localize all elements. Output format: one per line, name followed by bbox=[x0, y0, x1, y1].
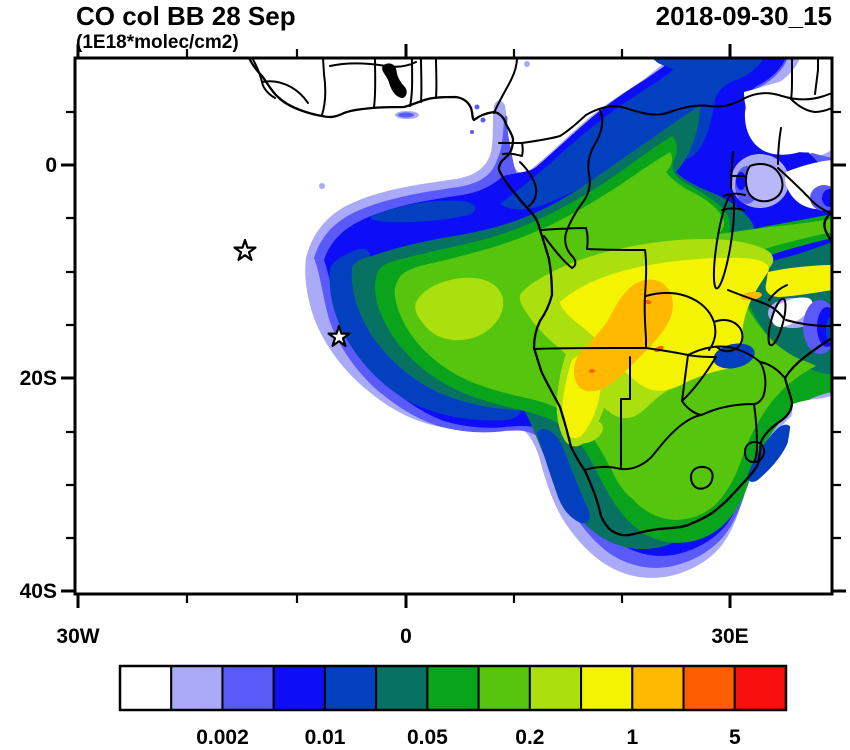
colorbar-label-001: 0.01 bbox=[305, 726, 346, 749]
contour-orange-speck bbox=[740, 291, 762, 301]
colorbar-label-1: 1 bbox=[627, 726, 639, 749]
colorbar-label-5: 5 bbox=[729, 726, 741, 749]
minor-ticks bbox=[66, 49, 841, 603]
colorbar-cell bbox=[426, 665, 480, 711]
white-pocket-gabon bbox=[507, 85, 596, 168]
units-subtitle: (1E18*molec/cm2) bbox=[76, 32, 239, 53]
cameroon-dot-2 bbox=[480, 117, 486, 123]
lake-volta bbox=[382, 63, 407, 98]
colorbar-cell bbox=[477, 665, 531, 711]
contour-bright-green-sa bbox=[606, 427, 704, 507]
contour-navy-southwest-rim bbox=[329, 248, 522, 421]
x-tick-label-0: 0 bbox=[400, 625, 412, 648]
timestamp-label: 2018-09-30_15 bbox=[656, 1, 832, 31]
major-ticks bbox=[61, 44, 846, 608]
northwest-dot bbox=[319, 183, 325, 189]
contour-red-speck-3 bbox=[589, 369, 595, 373]
y-tick-label-40s: 40S bbox=[20, 580, 57, 603]
coastline-east-sliver bbox=[823, 210, 832, 243]
top-center-dot bbox=[524, 61, 530, 67]
colorbar-cells bbox=[119, 665, 788, 711]
colorbar-label-0002: 0.002 bbox=[196, 726, 249, 749]
contour-yellowgreen-ocean bbox=[415, 277, 504, 341]
x-tick-label-30e: 30E bbox=[711, 625, 748, 648]
colorbar-cell bbox=[528, 665, 583, 711]
colorbar-cell bbox=[170, 665, 224, 711]
star-marker-sthelena bbox=[327, 324, 351, 347]
star-markers bbox=[233, 238, 351, 347]
y-tick-label-0: 0 bbox=[45, 154, 57, 177]
lesotho-border bbox=[690, 465, 714, 490]
x-tick-label-30w: 30W bbox=[56, 625, 99, 648]
navy-zimbabwe-blob bbox=[713, 343, 755, 369]
contour-orange bbox=[573, 279, 673, 392]
colorbar-label-02: 0.2 bbox=[515, 726, 544, 749]
navy-mozambique-coast-band bbox=[747, 424, 792, 482]
lake-malawi bbox=[767, 297, 787, 347]
colorbar-cell bbox=[119, 665, 173, 711]
contour-navy-streak bbox=[371, 200, 476, 223]
white-pocket-kenya bbox=[744, 58, 832, 153]
country-borders bbox=[251, 58, 832, 471]
star-marker-ascension bbox=[233, 238, 257, 261]
colorbar-cell bbox=[682, 665, 736, 711]
cameroon-dot-3 bbox=[470, 130, 474, 134]
page-title: CO col BB 28 Sep bbox=[76, 1, 296, 31]
contour-red-speck-2 bbox=[644, 299, 652, 305]
colorbar-cell bbox=[323, 665, 378, 711]
white-wedge-mozambique bbox=[771, 297, 813, 327]
white-pocket-mozambique-coast bbox=[785, 398, 832, 461]
colorbar-cell bbox=[375, 665, 429, 711]
colorbar-label-005: 0.05 bbox=[407, 726, 448, 749]
victoria-halo-blue bbox=[736, 172, 746, 190]
contour-yellow-east-streak bbox=[765, 265, 832, 297]
lake-tanganyika bbox=[712, 194, 736, 290]
colorbar-cell bbox=[272, 665, 326, 711]
map-plot bbox=[75, 58, 832, 594]
colorbar-cell bbox=[221, 665, 275, 711]
axis-frame-group: 0 20S 40S 30W 0 30E bbox=[20, 44, 846, 648]
y-tick-label-20s: 20S bbox=[20, 367, 57, 390]
navy-namibia-coast-strip bbox=[537, 429, 590, 524]
cameroon-dot-1 bbox=[474, 104, 480, 110]
lake-victoria bbox=[745, 163, 784, 203]
geography-lines bbox=[247, 58, 832, 537]
ghana-offshore-periwinkle bbox=[398, 112, 414, 118]
colorbar-frame bbox=[118, 664, 788, 712]
colorbar-cell bbox=[580, 665, 634, 711]
colorbar-cell bbox=[733, 665, 788, 711]
edge-blob-blue bbox=[822, 189, 832, 207]
eswatini-border bbox=[744, 441, 766, 464]
colorbar-cell bbox=[631, 665, 685, 711]
colorbar: 0.002 0.01 0.05 0.2 1 5 bbox=[118, 664, 788, 749]
contour-navy-north-arc bbox=[500, 58, 764, 210]
contour-navy-top-band bbox=[652, 58, 756, 77]
